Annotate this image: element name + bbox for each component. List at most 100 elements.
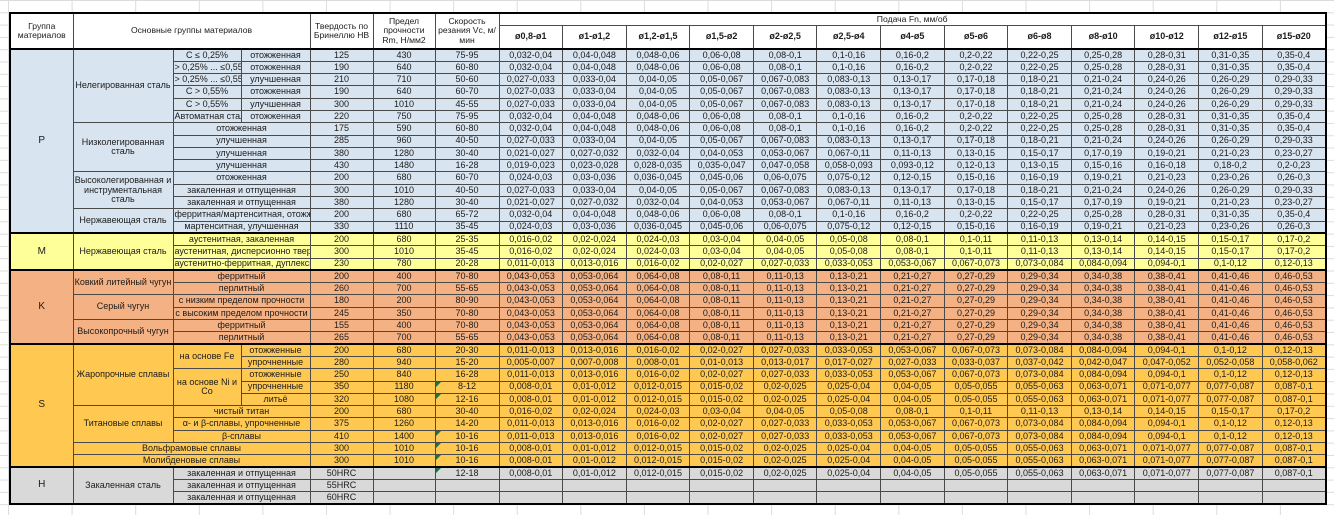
material-condition-cell[interactable]: отожженные	[240, 343, 311, 357]
feed-cell[interactable]: 0,13-0,14	[1070, 245, 1136, 259]
feed-cell[interactable]: 0,027-0,033	[752, 343, 818, 357]
feed-cell[interactable]: 0,013-0,016	[562, 429, 627, 444]
feed-cell[interactable]: 0,033-0,053	[816, 429, 882, 444]
feed-cell[interactable]: 0,11-0,13	[1007, 232, 1072, 247]
feed-cell[interactable]: 0,13-0,15	[943, 196, 1009, 210]
feed-cell[interactable]	[880, 491, 945, 505]
feed-cell[interactable]: 0,15-0,17	[1198, 405, 1263, 419]
feed-cell[interactable]: 0,048-0,06	[625, 47, 691, 62]
strength-cell[interactable]: 680	[372, 405, 436, 419]
feed-cell[interactable]: 0,087-0,1	[1261, 466, 1327, 480]
material-condition-cell[interactable]: мартенситная, улучшенная	[172, 220, 311, 234]
feed-cell[interactable]: 0,24-0,26	[1134, 85, 1200, 99]
hardness-cell[interactable]: 220	[309, 109, 374, 124]
feed-cell[interactable]: 0,21-0,27	[880, 294, 945, 308]
feed-cell[interactable]: 0,094-0,1	[1134, 429, 1200, 444]
strength-cell[interactable]: 1400	[372, 429, 436, 444]
strength-cell[interactable]: 200	[372, 294, 436, 308]
feed-cell[interactable]: 0,063-0,071	[1070, 454, 1136, 468]
feed-cell[interactable]: 0,08-0,1	[752, 122, 818, 136]
feed-cell[interactable]: 0,21-0,24	[1070, 73, 1136, 87]
feed-cell[interactable]: 0,04-0,053	[689, 146, 754, 161]
feed-cell[interactable]: 0,033-0,053	[816, 257, 882, 271]
feed-cell[interactable]: 0,01-0,012	[562, 392, 627, 407]
feed-cell[interactable]: 0,13-0,15	[943, 146, 1009, 161]
feed-cell[interactable]: 0,13-0,21	[816, 331, 882, 345]
feed-cell[interactable]: 0,23-0,26	[1198, 220, 1263, 234]
feed-cell[interactable]: 0,055-0,063	[1007, 466, 1072, 480]
feed-cell[interactable]: 0,063-0,071	[1070, 380, 1136, 394]
strength-cell[interactable]: 780	[372, 257, 436, 271]
material-condition-cell[interactable]: с высоким пределом прочности	[172, 306, 311, 321]
feed-cell[interactable]: 0,067-0,083	[752, 134, 818, 148]
feed-cell[interactable]: 0,04-0,05	[880, 392, 945, 407]
feed-cell[interactable]: 0,067-0,073	[943, 429, 1009, 444]
feed-cell[interactable]: 0,012-0,015	[625, 380, 691, 394]
feed-cell[interactable]: 0,02-0,025	[752, 454, 818, 468]
feed-cell[interactable]: 0,048-0,06	[625, 208, 691, 222]
feed-cell[interactable]: 0,053-0,064	[562, 319, 627, 333]
header-feed-range[interactable]: ø5-ø6	[943, 25, 1009, 50]
feed-cell[interactable]: 0,02-0,027	[689, 257, 754, 271]
feed-cell[interactable]: 0,02-0,027	[689, 429, 754, 444]
feed-cell[interactable]: 0,04-0,048	[562, 47, 627, 62]
feed-cell[interactable]: 0,016-0,02	[625, 343, 691, 357]
feed-cell[interactable]: 0,16-0,18	[1134, 159, 1200, 173]
feed-cell[interactable]: 0,23-0,27	[1261, 196, 1327, 210]
feed-cell[interactable]: 0,048-0,06	[625, 122, 691, 136]
feed-cell[interactable]: 0,025-0,04	[816, 380, 882, 394]
feed-cell[interactable]: 0,053-0,067	[752, 146, 818, 161]
cutting-speed-cell[interactable]: 65-72	[434, 208, 500, 222]
feed-cell[interactable]: 0,02-0,025	[752, 380, 818, 394]
feed-cell[interactable]: 0,28-0,31	[1134, 47, 1200, 62]
cutting-speed-cell[interactable]: 30-40	[434, 405, 500, 419]
feed-cell[interactable]: 0,34-0,38	[1070, 306, 1136, 321]
feed-cell[interactable]	[625, 478, 691, 493]
strength-cell[interactable]	[372, 491, 436, 505]
material-condition-cell[interactable]: отожженные	[240, 368, 311, 382]
feed-cell[interactable]	[816, 491, 882, 505]
header-feed-range[interactable]: ø12-ø15	[1198, 25, 1263, 50]
feed-cell[interactable]: 0,06-0,075	[752, 171, 818, 185]
feed-cell[interactable]: 0,31-0,35	[1198, 208, 1263, 222]
feed-cell[interactable]: 0,04-0,05	[880, 466, 945, 480]
feed-cell[interactable]: 0,13-0,21	[816, 306, 882, 321]
material-condition-cell[interactable]: ферритная/мартенситная, отожженная	[172, 208, 311, 222]
hardness-cell[interactable]: 200	[309, 232, 374, 247]
feed-cell[interactable]: 0,21-0,24	[1070, 85, 1136, 99]
feed-cell[interactable]: 0,067-0,083	[752, 85, 818, 99]
feed-cell[interactable]: 0,015-0,02	[689, 454, 754, 468]
strength-cell[interactable]: 710	[372, 73, 436, 87]
cutting-speed-cell[interactable]: 20-28	[434, 257, 500, 271]
material-condition-cell[interactable]: > 0,25% ... ≤0,55%	[172, 73, 242, 87]
cutting-speed-cell[interactable]: 30-40	[434, 196, 500, 210]
header-feed-range[interactable]: ø1,5-ø2	[689, 25, 754, 50]
feed-cell[interactable]: 0,011-0,013	[498, 257, 564, 271]
feed-cell[interactable]: 0,15-0,16	[943, 220, 1009, 234]
feed-cell[interactable]: 0,04-0,048	[562, 208, 627, 222]
feed-cell[interactable]: 0,08-0,1	[752, 208, 818, 222]
material-condition-cell[interactable]: α- и β-сплавы, упрочненные	[172, 417, 311, 431]
feed-cell[interactable]: 0,047-0,052	[1134, 355, 1200, 370]
feed-cell[interactable]: 0,15-0,16	[1070, 159, 1136, 173]
feed-cell[interactable]: 0,016-0,02	[498, 245, 564, 259]
material-condition-cell[interactable]: улучшенная	[172, 146, 311, 161]
feed-cell[interactable]: 0,077-0,087	[1198, 441, 1263, 456]
feed-cell[interactable]	[562, 478, 627, 493]
material-condition-cell[interactable]: C > 0,55%	[172, 85, 242, 99]
feed-cell[interactable]: 0,075-0,12	[816, 171, 882, 185]
feed-cell[interactable]: 0,22-0,25	[1007, 60, 1072, 75]
feed-cell[interactable]: 0,052-0,058	[1198, 355, 1263, 370]
feed-cell[interactable]: 0,38-0,41	[1134, 269, 1200, 284]
strength-cell[interactable]: 1010	[372, 245, 436, 259]
cutting-speed-cell[interactable]: 12-18	[434, 466, 500, 480]
feed-cell[interactable]: 0,013-0,016	[562, 343, 627, 357]
feed-cell[interactable]: 0,04-0,048	[562, 60, 627, 75]
strength-cell[interactable]: 680	[372, 232, 436, 247]
feed-cell[interactable]: 0,008-0,01	[498, 441, 564, 456]
feed-cell[interactable]: 0,41-0,46	[1198, 331, 1263, 345]
feed-cell[interactable]: 0,06-0,08	[689, 122, 754, 136]
feed-cell[interactable]: 0,071-0,077	[1134, 466, 1200, 480]
feed-cell[interactable]: 0,46-0,53	[1261, 319, 1327, 333]
feed-cell[interactable]: 0,016-0,02	[498, 405, 564, 419]
